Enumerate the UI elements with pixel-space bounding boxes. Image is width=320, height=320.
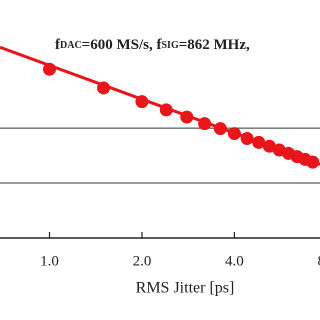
x-axis-label: RMS Jitter [ps] (136, 280, 235, 297)
data-point (198, 117, 212, 131)
grid (0, 127, 320, 184)
data-point (97, 81, 111, 95)
annotation-text: =862 MHz, (179, 37, 250, 53)
annotation-text: =600 MS/s, f (82, 37, 163, 53)
data-point (159, 103, 173, 117)
x-tick-label: 4.0 (225, 253, 244, 269)
annotation: fDAC=600 MS/s, fSIG=862 MHz, (55, 37, 250, 53)
x-tick-label: 2.0 (133, 253, 152, 269)
x-tick-label: 1.0 (40, 253, 59, 269)
annotation-text: f (55, 37, 61, 53)
data-point (262, 139, 276, 153)
annotation-subscript: SIG (161, 40, 178, 51)
x-tick-label: 8.0 (317, 253, 320, 269)
data-point (252, 135, 266, 149)
marks (0, 45, 320, 169)
data-point (306, 155, 320, 169)
data-point (240, 132, 254, 146)
data-point (135, 95, 149, 109)
data-point (213, 122, 227, 136)
data-point (227, 127, 241, 141)
data-point (42, 62, 56, 76)
annotation-subscript: DAC (60, 40, 82, 51)
data-point (180, 110, 194, 124)
